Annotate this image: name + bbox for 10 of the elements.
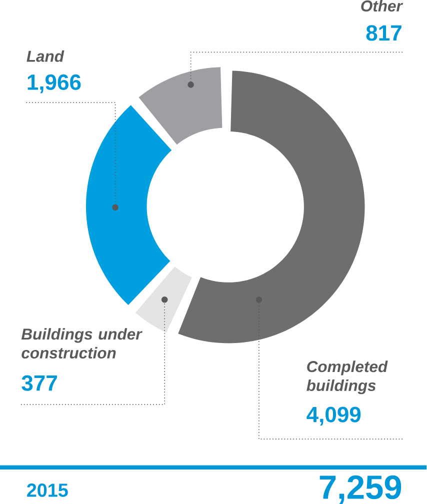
data-label: 1,966 [28, 74, 81, 94]
slice-label: Other [361, 0, 404, 12]
slice-label: Buildings under construction [22, 328, 143, 359]
text: 7,259 [320, 475, 402, 504]
data-label: 377 [22, 375, 58, 391]
slice-label: Land [26, 50, 64, 62]
text: 2015 [27, 484, 68, 497]
data-label: 817 [366, 25, 402, 41]
data-label: 4,099 [306, 406, 361, 426]
slice-label: Completed buildings [306, 360, 388, 394]
